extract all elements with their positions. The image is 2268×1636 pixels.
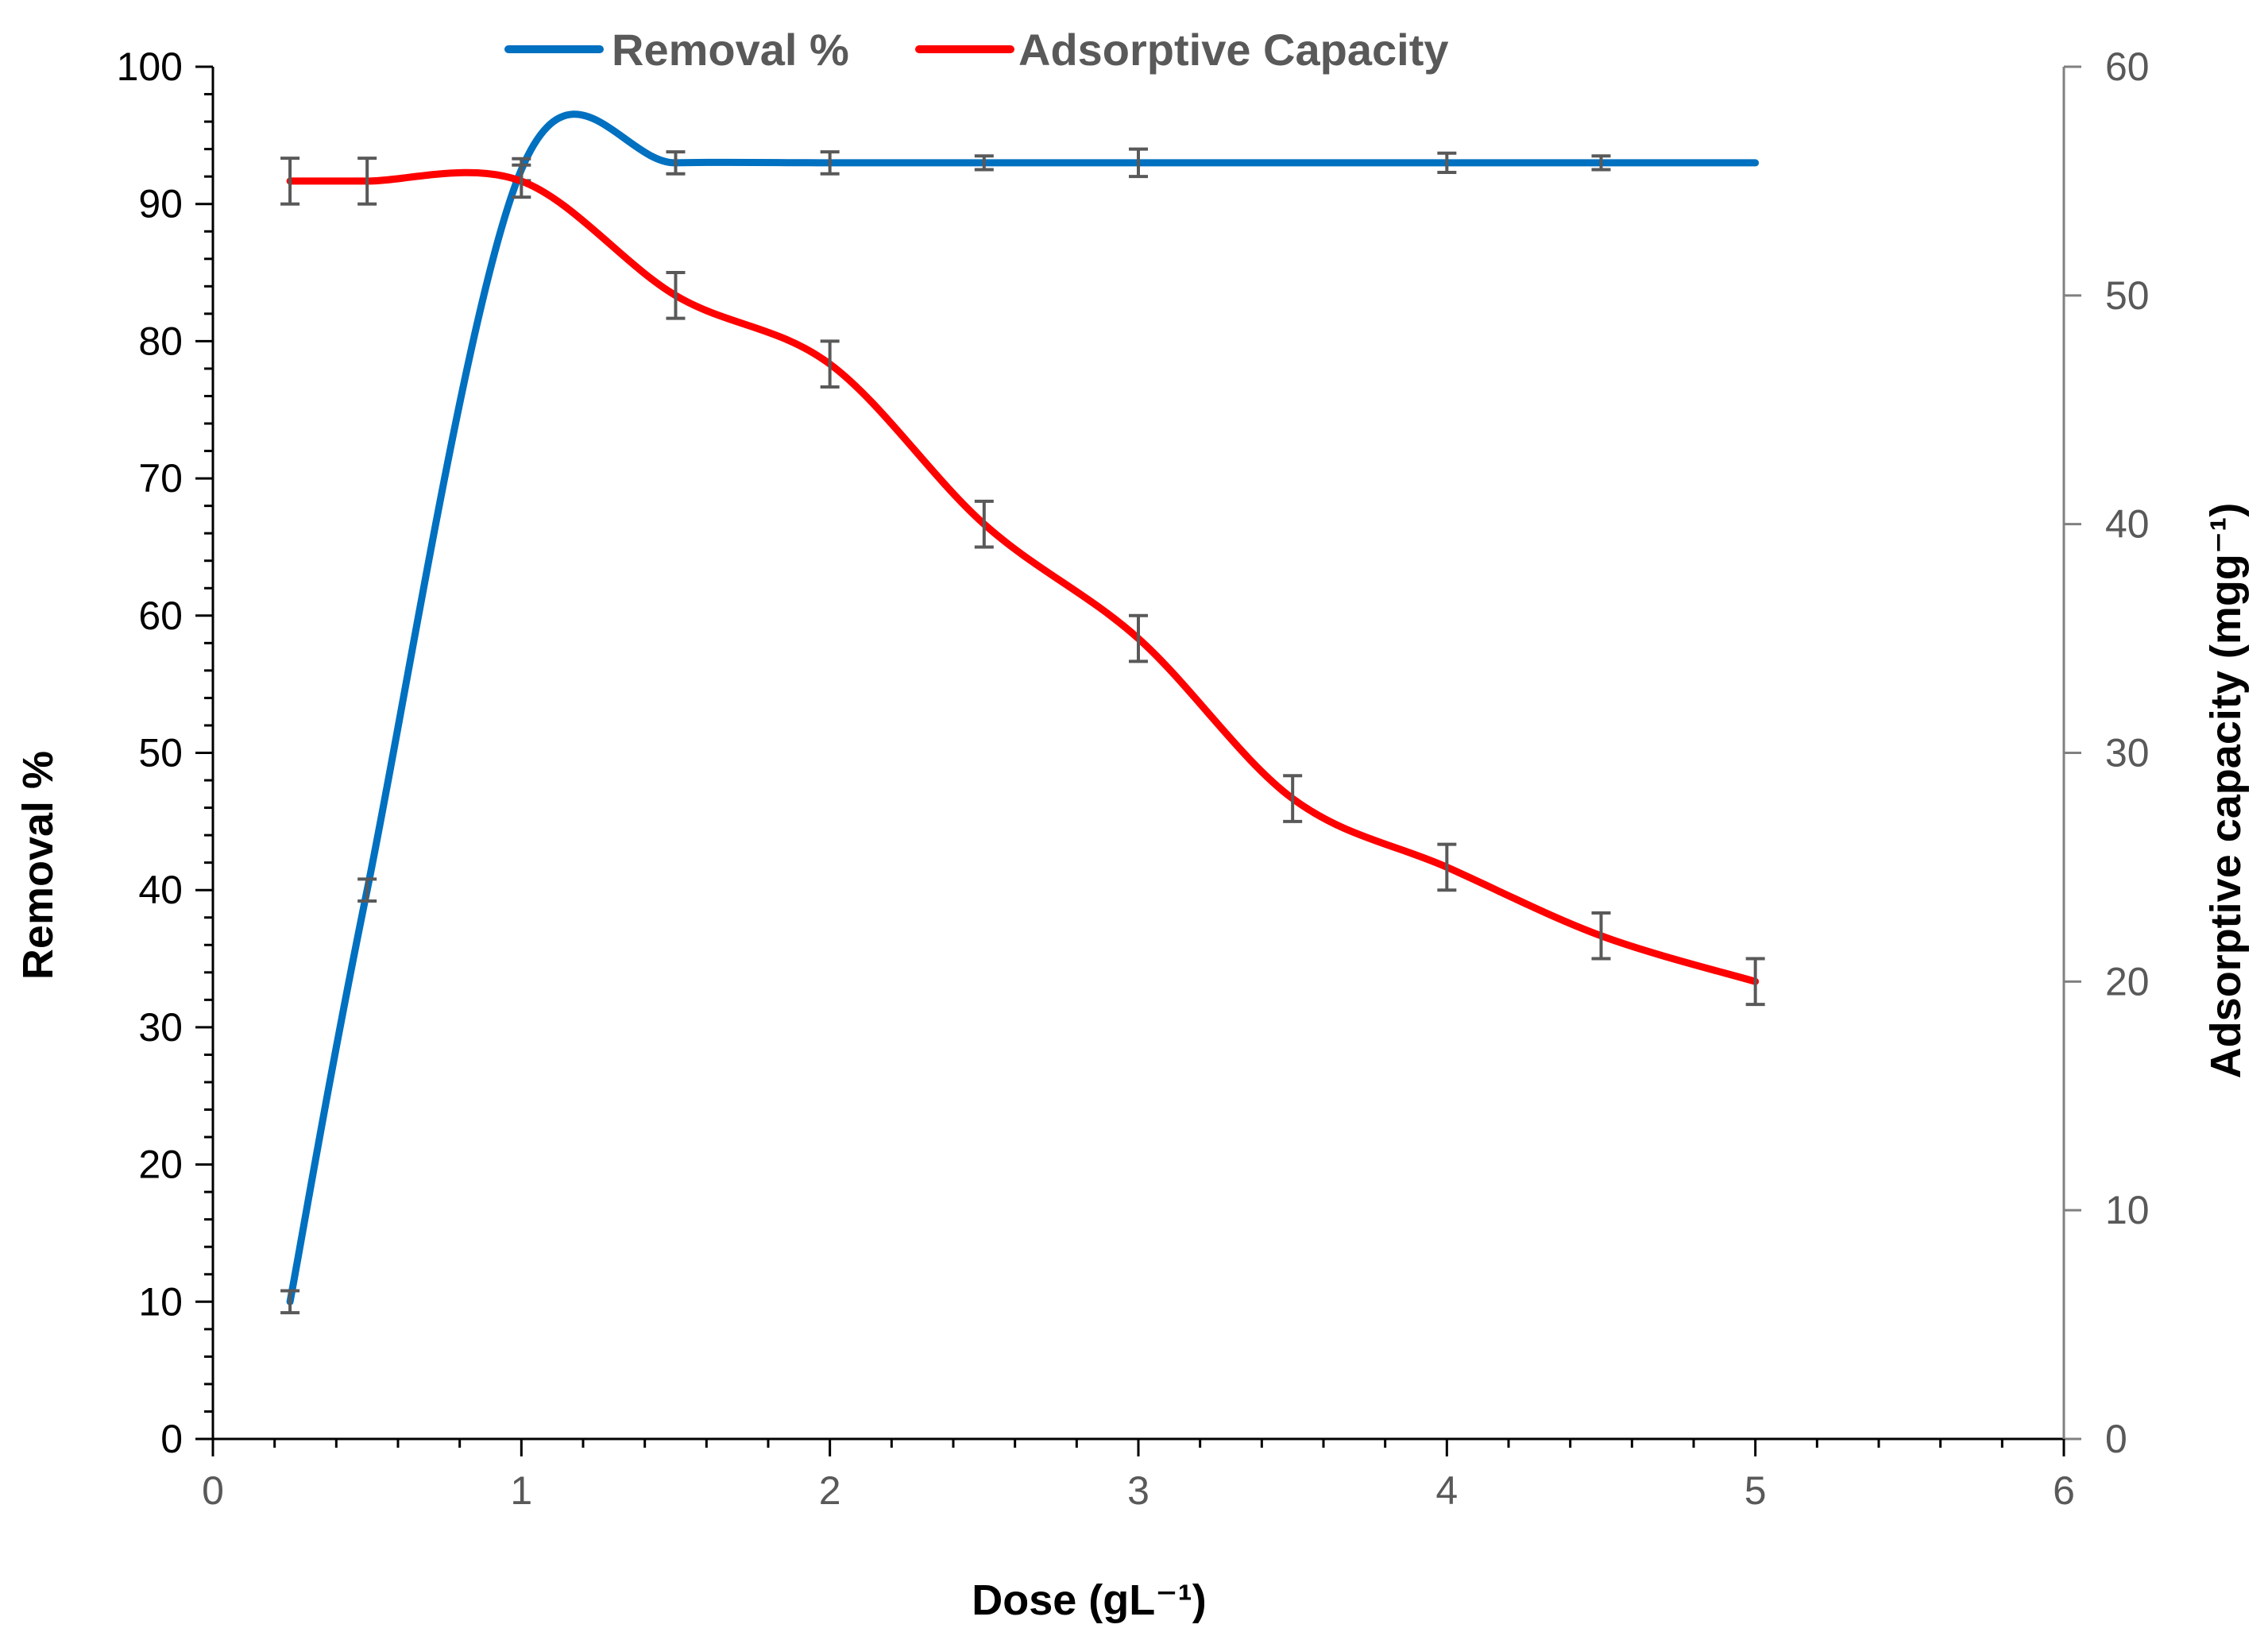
- error-bar-capacity: [280, 157, 300, 206]
- x-tick-label: 5: [1744, 1468, 1767, 1513]
- x-tick-label: 3: [1127, 1468, 1149, 1513]
- x-tick-label: 4: [1435, 1468, 1458, 1513]
- series-line-capacity: [286, 168, 1760, 985]
- error-bar-removal: [1591, 154, 1611, 172]
- y-tick-label: 20: [138, 1143, 183, 1187]
- y-tick-label: 70: [138, 456, 183, 501]
- x-tick-label: 0: [202, 1468, 224, 1513]
- legend-label-removal: Removal %: [612, 25, 849, 75]
- error-bar-removal: [357, 877, 377, 903]
- y2-tick-label: 30: [2105, 731, 2150, 775]
- error-bar-capacity: [820, 339, 840, 389]
- y-axis-title: Removal %: [14, 751, 62, 980]
- error-bar-removal: [1437, 151, 1457, 174]
- error-bar-removal: [666, 150, 686, 176]
- y2-tick-label: 50: [2105, 273, 2150, 318]
- error-bar-removal: [820, 150, 840, 176]
- y2-axis-title: Adsorptive capacity (mgg⁻¹): [2202, 503, 2250, 1079]
- y2-tick-label: 40: [2105, 502, 2150, 547]
- series-line-removal: [286, 110, 1760, 1305]
- y-tick-label: 60: [138, 594, 183, 638]
- y-tick-label: 100: [117, 44, 183, 89]
- x-tick-label: 2: [819, 1468, 841, 1513]
- y-tick-label: 0: [160, 1417, 183, 1461]
- y2-tick-label: 10: [2105, 1188, 2150, 1232]
- y-tick-label: 90: [138, 182, 183, 226]
- error-bar-capacity: [512, 163, 531, 199]
- y2-tick-label: 0: [2105, 1417, 2127, 1461]
- x-tick-label: 1: [510, 1468, 532, 1513]
- error-bar-capacity: [666, 271, 686, 320]
- error-bar-removal: [280, 1289, 300, 1315]
- y-tick-label: 80: [138, 319, 183, 363]
- y-tick-label: 10: [138, 1279, 183, 1324]
- error-bar-removal: [974, 154, 994, 172]
- error-bar-capacity: [1437, 842, 1457, 892]
- axes-group: 0 10 20 30 40 50 60 70 80 90 100 0 10 20 30 40 50 60 0 1 2 3 4…: [117, 44, 2150, 1513]
- y-tick-label: 40: [138, 868, 183, 912]
- x-tick-label: 6: [2053, 1468, 2075, 1513]
- y-tick-label: 30: [138, 1005, 183, 1050]
- x-axis-title: Dose (gL⁻¹): [972, 1576, 1206, 1624]
- legend-label-capacity: Adsorptive Capacity: [1018, 25, 1449, 75]
- y2-tick-label: 60: [2105, 44, 2150, 89]
- error-bar-capacity: [357, 157, 377, 206]
- error-bar-capacity: [1591, 911, 1611, 961]
- error-bar-capacity: [1129, 613, 1148, 663]
- series-group: [280, 110, 1765, 1315]
- error-bar-capacity: [974, 499, 994, 549]
- y2-tick-label: 20: [2105, 959, 2150, 1004]
- y-tick-label: 50: [138, 731, 183, 775]
- error-bar-removal: [1129, 147, 1148, 179]
- error-bar-capacity: [1283, 774, 1303, 823]
- legend: Removal % Adsorptive Capacity: [504, 25, 1449, 75]
- error-bar-capacity: [1745, 957, 1765, 1007]
